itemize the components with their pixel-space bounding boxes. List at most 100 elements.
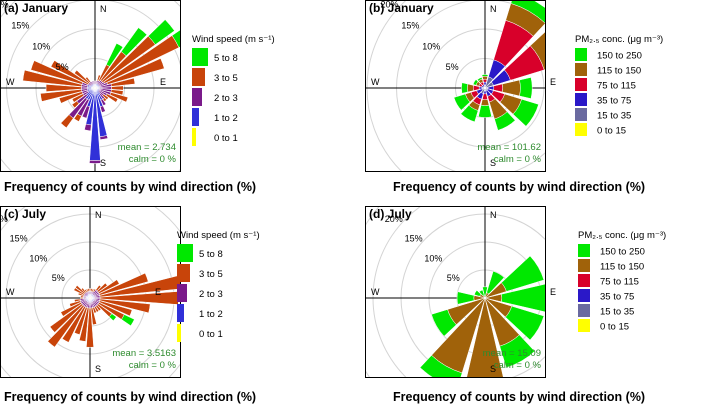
legend-label: 150 to 250 <box>600 247 645 258</box>
legend-label: 115 to 150 <box>600 262 644 273</box>
rose-wedge <box>71 100 80 109</box>
direction-label: W <box>371 77 380 87</box>
legend-swatch <box>192 48 208 66</box>
rose-wedge <box>482 286 488 299</box>
rose-wedge <box>501 283 545 313</box>
direction-label: N <box>490 210 497 220</box>
direction-label: S <box>95 364 101 374</box>
rose-wedge <box>419 354 463 377</box>
ring-label: 10% <box>424 253 442 263</box>
ring-label: 20% <box>385 214 403 224</box>
rose-wedge <box>99 105 106 113</box>
rose-wedge <box>95 304 102 312</box>
rose-wedge <box>106 58 165 85</box>
legend-label: 5 to 8 <box>199 249 223 260</box>
direction-label: W <box>6 287 15 297</box>
legend-swatch <box>578 304 590 317</box>
direction-label: S <box>100 158 106 168</box>
rose-wedge <box>30 60 83 85</box>
rose-panel: 5% 10% 15% 20% 25% N E S W (d) July mean = 15.09 ca… <box>365 206 713 378</box>
legend-label: 0 to 1 <box>214 133 238 144</box>
stat-text: mean = 2.734 <box>118 142 176 153</box>
rose-wedge <box>98 272 149 296</box>
legend-label: 15 to 35 <box>600 307 634 318</box>
rose-wedge <box>49 303 84 333</box>
ring-label: 5% <box>52 273 65 283</box>
rose-wedge <box>98 300 133 317</box>
plot-frame <box>0 0 181 172</box>
rose-wedge <box>486 270 505 295</box>
legend-label: 1 to 2 <box>199 309 223 320</box>
rose-wedge <box>40 89 83 102</box>
rose-wedge <box>60 114 74 129</box>
legend-label: 150 to 250 <box>597 51 642 62</box>
stat-text: calm = 0 % <box>129 360 177 371</box>
rose-wedge <box>96 74 101 82</box>
legend-swatch <box>177 284 187 302</box>
legend-swatch <box>578 259 590 272</box>
ring-label: 15% <box>11 20 29 30</box>
rose-wedge <box>50 60 90 86</box>
rose-wedge <box>78 307 90 342</box>
stat-text: calm = 0 % <box>129 154 177 165</box>
plot-frame <box>365 0 546 172</box>
rose-wedge <box>519 77 533 99</box>
rose-wedge <box>493 83 503 93</box>
rose-wedge <box>77 292 85 297</box>
ring-label: 5% <box>56 62 69 72</box>
rose-wedge <box>512 98 539 127</box>
plot-frame <box>365 206 546 378</box>
rose-wedge <box>477 76 483 82</box>
rose-wedge <box>505 305 545 341</box>
legend-label: 75 to 115 <box>600 277 639 288</box>
stat-text: mean = 15.09 <box>483 348 541 359</box>
grid-ring <box>1 1 180 171</box>
legend-swatch <box>177 264 190 282</box>
legend-label: 75 to 115 <box>597 81 636 92</box>
direction-label: S <box>490 158 496 168</box>
legend-swatch <box>177 324 181 342</box>
rose-wedge <box>81 105 91 119</box>
rose-wedge <box>147 19 175 45</box>
plot-area: 5%10%15%20%25% <box>1 207 180 377</box>
rose-wedge <box>510 1 545 24</box>
rose-wedge <box>110 77 136 87</box>
legend-swatch <box>575 123 587 136</box>
rose-wedge <box>74 298 81 303</box>
rose-wedge <box>97 279 120 294</box>
legend-title: PM₂.₅ conc. (μg m⁻³) <box>575 34 663 45</box>
ring-label: 10% <box>29 253 47 263</box>
rose-wedge <box>100 98 107 106</box>
rose-wedge <box>473 290 482 297</box>
rose-wedge <box>60 302 83 317</box>
rose-wedge <box>81 287 87 294</box>
direction-label: N <box>490 4 497 14</box>
rose-wedge <box>73 287 85 296</box>
rose-wedge <box>94 305 100 313</box>
rose-wedge <box>120 27 148 57</box>
legend-swatch <box>177 304 184 322</box>
rose-wedge <box>467 83 474 93</box>
rose-wedge <box>71 93 85 103</box>
rose-wedge <box>85 76 91 83</box>
rose-wedge <box>89 160 101 164</box>
panel-caption: Frequency of counts by wind direction (%… <box>393 180 646 194</box>
panel-caption: Frequency of counts by wind direction (%… <box>4 390 257 404</box>
direction-label: E <box>550 287 556 297</box>
rose-wedge <box>69 300 82 308</box>
legend-label: 15 to 35 <box>597 111 631 122</box>
legend-swatch <box>177 244 193 262</box>
rose-wedge <box>92 288 97 293</box>
rose-wedge <box>478 104 492 118</box>
rose-wedge <box>466 297 504 377</box>
legend-swatch <box>575 108 587 121</box>
rose-wedge <box>105 93 119 103</box>
rose-wedge <box>102 93 109 100</box>
rose-wedge <box>99 135 109 140</box>
ring-label: 10% <box>32 41 50 51</box>
rose-wedge <box>494 111 516 131</box>
rose-wedge <box>61 305 86 343</box>
